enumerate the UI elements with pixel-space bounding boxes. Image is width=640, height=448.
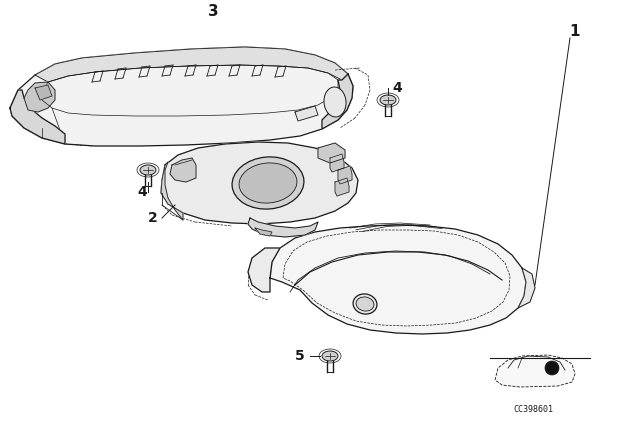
Ellipse shape xyxy=(232,157,304,209)
Polygon shape xyxy=(330,154,344,172)
Circle shape xyxy=(545,361,559,375)
Ellipse shape xyxy=(322,351,338,361)
Polygon shape xyxy=(248,248,280,292)
Polygon shape xyxy=(335,178,349,196)
Polygon shape xyxy=(24,82,55,112)
Polygon shape xyxy=(518,268,535,308)
Polygon shape xyxy=(170,158,196,182)
Text: 2: 2 xyxy=(148,211,157,225)
Ellipse shape xyxy=(324,87,346,117)
Ellipse shape xyxy=(356,297,374,311)
Polygon shape xyxy=(10,90,65,144)
Text: 4: 4 xyxy=(392,81,402,95)
Polygon shape xyxy=(318,143,345,163)
Polygon shape xyxy=(255,228,272,236)
Ellipse shape xyxy=(239,163,297,203)
Ellipse shape xyxy=(353,294,377,314)
Text: 4: 4 xyxy=(137,185,147,199)
Polygon shape xyxy=(161,142,358,224)
Polygon shape xyxy=(270,225,526,334)
Text: 3: 3 xyxy=(208,4,218,20)
Polygon shape xyxy=(161,162,183,220)
Polygon shape xyxy=(295,106,318,121)
Text: CC398601: CC398601 xyxy=(513,405,553,414)
Polygon shape xyxy=(10,47,353,146)
Polygon shape xyxy=(322,74,353,129)
Polygon shape xyxy=(338,166,352,184)
Polygon shape xyxy=(248,218,318,237)
Text: 1: 1 xyxy=(570,25,580,39)
Ellipse shape xyxy=(140,165,156,175)
Polygon shape xyxy=(35,47,348,82)
Polygon shape xyxy=(35,85,52,100)
Ellipse shape xyxy=(380,95,396,105)
Text: 5: 5 xyxy=(295,349,305,363)
Polygon shape xyxy=(495,355,575,387)
